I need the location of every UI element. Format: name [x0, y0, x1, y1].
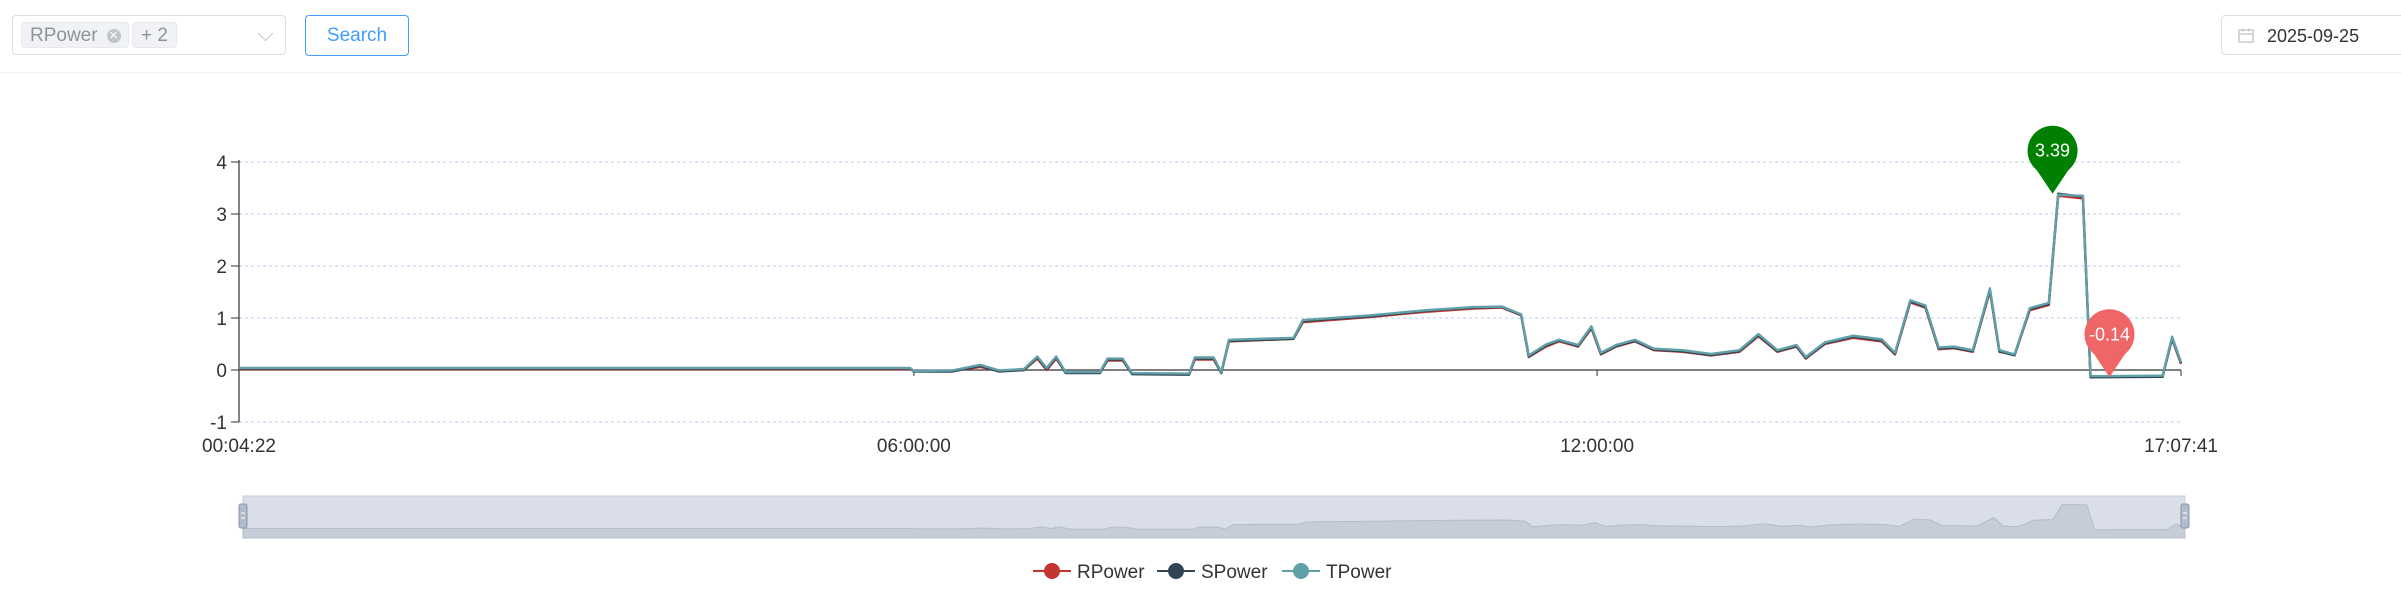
- y-tick-label: 3: [216, 205, 227, 226]
- more-tags-count: + 2: [132, 22, 177, 48]
- calendar-icon: [2238, 28, 2254, 43]
- date-picker[interactable]: 2025-09-25: [2221, 15, 2401, 55]
- y-tick-label: 0: [216, 361, 227, 382]
- zoom-handle-right[interactable]: [2180, 503, 2190, 529]
- x-tick-label: 00:04:22: [202, 436, 276, 457]
- grid-lines: [239, 161, 2181, 423]
- legend-item-tpower[interactable]: TPower: [1282, 562, 1392, 583]
- series-line-spower: [239, 192, 2183, 379]
- marker-min-label: -0.14: [2089, 324, 2130, 344]
- y-tick-label: -1: [210, 413, 227, 434]
- zoom-handle-left[interactable]: [238, 503, 248, 529]
- marker-max-label: 3.39: [2035, 141, 2070, 161]
- legend-item-spower[interactable]: SPower: [1157, 562, 1268, 583]
- y-tick-label: 4: [216, 153, 227, 174]
- search-button[interactable]: Search: [305, 15, 409, 56]
- date-value: 2025-09-25: [2267, 26, 2360, 46]
- legend-item-rpower[interactable]: RPower: [1033, 562, 1145, 583]
- y-tick-label: 1: [216, 309, 227, 330]
- tag-remove-icon[interactable]: ✕: [106, 29, 121, 43]
- legend-dot: [1044, 563, 1060, 579]
- selected-tag-label: RPower: [30, 25, 98, 46]
- marker-max-pin: [2027, 125, 2078, 176]
- extreme-markers: 3.39 -0.14: [2027, 125, 2135, 378]
- x-tick-label: 12:00:00: [1560, 436, 1634, 457]
- series-line-tpower: [239, 193, 2183, 378]
- legend-label: SPower: [1201, 562, 1268, 583]
- legend-dot: [1168, 563, 1184, 579]
- selected-tag: RPower ✕: [21, 22, 129, 48]
- marker-min-pin: [2084, 309, 2135, 360]
- marker-min: -0.14: [2084, 309, 2135, 378]
- power-series-select[interactable]: RPower ✕ + 2: [12, 15, 286, 55]
- legend: RPower SPower TPower: [1033, 562, 1392, 583]
- marker-max: 3.39: [2027, 125, 2078, 194]
- legend-dot: [1293, 563, 1309, 579]
- toolbar: RPower ✕ + 2 Search 2025-09-25: [0, 0, 2401, 73]
- legend-label: TPower: [1326, 562, 1392, 583]
- x-tick-label: 17:07:41: [2144, 436, 2218, 457]
- series-lines: [239, 192, 2183, 379]
- chevron-down-icon[interactable]: [257, 25, 274, 42]
- x-tick-label: 06:00:00: [877, 436, 951, 457]
- zoom-preview-area: [242, 503, 2186, 539]
- legend-label: RPower: [1077, 562, 1145, 583]
- data-zoom-slider[interactable]: [238, 495, 2190, 539]
- y-tick-label: 2: [216, 257, 227, 278]
